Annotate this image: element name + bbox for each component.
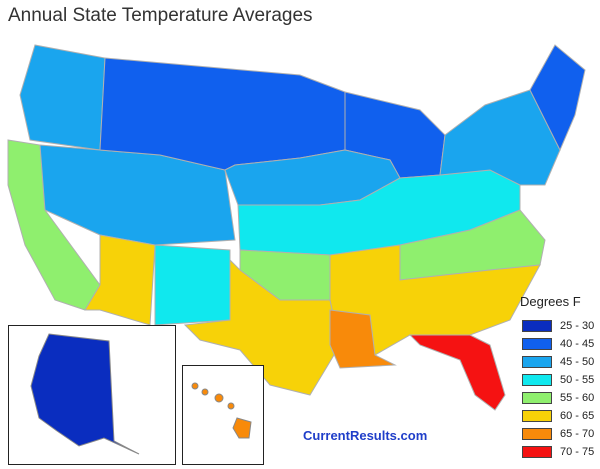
source-credit: CurrentResults.com bbox=[303, 428, 428, 443]
legend-swatch bbox=[522, 446, 552, 458]
legend-range-label: 65 - 70 bbox=[560, 428, 595, 440]
region-north-central bbox=[99, 57, 346, 171]
legend-range-label: 40 - 45 bbox=[560, 338, 595, 350]
legend-range-label: 55 - 60 bbox=[560, 392, 595, 404]
legend-item: 60 - 65 bbox=[516, 407, 600, 425]
legend-swatch bbox=[522, 374, 552, 386]
legend-item: 70 - 75 bbox=[516, 443, 600, 461]
legend-item: 45 - 50 bbox=[516, 353, 600, 371]
region-new-mexico bbox=[154, 244, 231, 326]
legend-item: 25 - 30 bbox=[516, 317, 600, 335]
legend-swatch bbox=[522, 356, 552, 368]
region-texas bbox=[183, 258, 341, 396]
hawaii-shape bbox=[191, 382, 252, 439]
legend-swatch bbox=[522, 410, 552, 422]
legend-range-label: 50 - 55 bbox=[560, 374, 595, 386]
legend-range-label: 70 - 75 bbox=[560, 446, 595, 458]
legend: Degrees F 25 - 30 40 - 45 45 - 50 50 - 55 55… bbox=[516, 294, 600, 461]
legend-swatch bbox=[522, 338, 552, 350]
legend-swatch bbox=[522, 428, 552, 440]
region-florida bbox=[408, 334, 506, 411]
alaska-shape bbox=[30, 333, 140, 455]
legend-title: Degrees F bbox=[520, 294, 581, 309]
legend-swatch bbox=[522, 392, 552, 404]
legend-item: 55 - 60 bbox=[516, 389, 600, 407]
legend-range-label: 45 - 50 bbox=[560, 356, 595, 368]
region-northwest bbox=[19, 44, 106, 151]
legend-range-label: 60 - 65 bbox=[560, 410, 595, 422]
legend-range-label: 25 - 30 bbox=[560, 320, 595, 332]
legend-item: 50 - 55 bbox=[516, 371, 600, 389]
legend-item: 40 - 45 bbox=[516, 335, 600, 353]
legend-swatch bbox=[522, 320, 552, 332]
legend-rows: 25 - 30 40 - 45 45 - 50 50 - 55 55 - 60 60 - … bbox=[516, 317, 600, 461]
hawaii-inset bbox=[182, 365, 264, 465]
alaska-inset bbox=[8, 325, 176, 465]
legend-item: 65 - 70 bbox=[516, 425, 600, 443]
map-title: Annual State Temperature Averages bbox=[8, 5, 313, 26]
region-new-england-north bbox=[529, 44, 586, 152]
region-louisiana bbox=[329, 309, 397, 369]
